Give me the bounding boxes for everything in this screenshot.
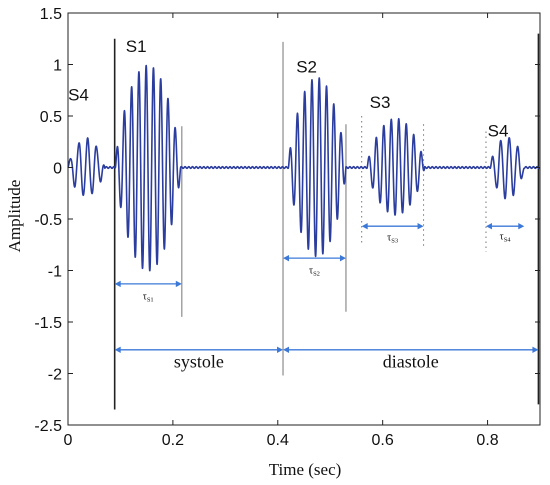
arrow-head	[114, 280, 121, 288]
sound-label-layer: S4 S1 S2 S3 S4	[68, 37, 508, 140]
arrow-head	[518, 223, 525, 230]
duration-label-subscript: S2	[313, 271, 320, 278]
interval-arrow: systole	[114, 346, 284, 371]
x-tick-label: 0.8	[476, 432, 498, 449]
y-tick-label: -1.5	[34, 315, 62, 332]
arrow-head	[361, 223, 368, 230]
sound-label-s1: S1	[126, 37, 147, 56]
phase-label: diastole	[383, 351, 439, 371]
y-tick-label: 0.5	[40, 109, 62, 126]
duration-label: τS4	[500, 232, 512, 244]
sound-label-s2: S2	[296, 58, 317, 77]
arrow-head	[283, 346, 290, 354]
duration-label-subscript: S1	[147, 296, 154, 303]
x-tick-label: 0.4	[267, 432, 289, 449]
sound-label-s3: S3	[370, 93, 391, 112]
phase-label: systole	[174, 351, 224, 371]
x-tick-label: 0.2	[162, 432, 184, 449]
x-tick-label: 0.6	[372, 432, 394, 449]
arrow-head	[283, 254, 290, 262]
y-tick-label: -0.5	[34, 212, 62, 229]
interval-arrow: diastole	[283, 346, 539, 371]
y-tick-label: -2	[48, 367, 62, 384]
annotation-layer	[113, 33, 540, 410]
arrow-head	[175, 280, 182, 288]
interval-arrow: τS3	[361, 223, 424, 245]
duration-label-subscript: S4	[504, 237, 512, 244]
pcg-signal-line	[67, 64, 541, 272]
x-tick-label: 0	[64, 432, 73, 449]
arrow-head	[485, 223, 492, 230]
arrow-head	[417, 223, 424, 230]
interval-arrow: τS4	[485, 223, 525, 244]
y-axis-label: Amplitude	[5, 180, 24, 253]
sound-label-s4: S4	[488, 122, 509, 141]
sound-label-s4: S4	[68, 86, 89, 105]
arrow-head	[532, 346, 539, 354]
interval-arrow: τS2	[283, 254, 346, 278]
interval-arrow-layer: τS1 τS2 τS3 τS4 systole diastole	[114, 223, 539, 371]
arrow-head	[339, 254, 346, 262]
arrow-head	[277, 346, 284, 354]
x-axis-label: Time (sec)	[269, 460, 342, 479]
y-tick-label: -1	[48, 264, 62, 281]
interval-arrow: τS1	[114, 280, 182, 303]
y-tick-label: 1.5	[40, 6, 62, 23]
signal-layer	[67, 64, 541, 272]
y-tick-label: 1	[53, 58, 62, 75]
axes-layer: 1.510.50-0.5-1-1.5-2-2.50 0.2 0.4 0.6 0.8	[34, 6, 541, 449]
y-tick-label: -2.5	[34, 418, 62, 435]
duration-label-subscript: S3	[391, 238, 398, 245]
duration-label: τS3	[387, 233, 398, 245]
y-tick-label: 0	[53, 161, 62, 178]
arrow-head	[114, 346, 121, 354]
duration-label: τS1	[143, 291, 154, 303]
duration-label: τS2	[309, 266, 320, 278]
